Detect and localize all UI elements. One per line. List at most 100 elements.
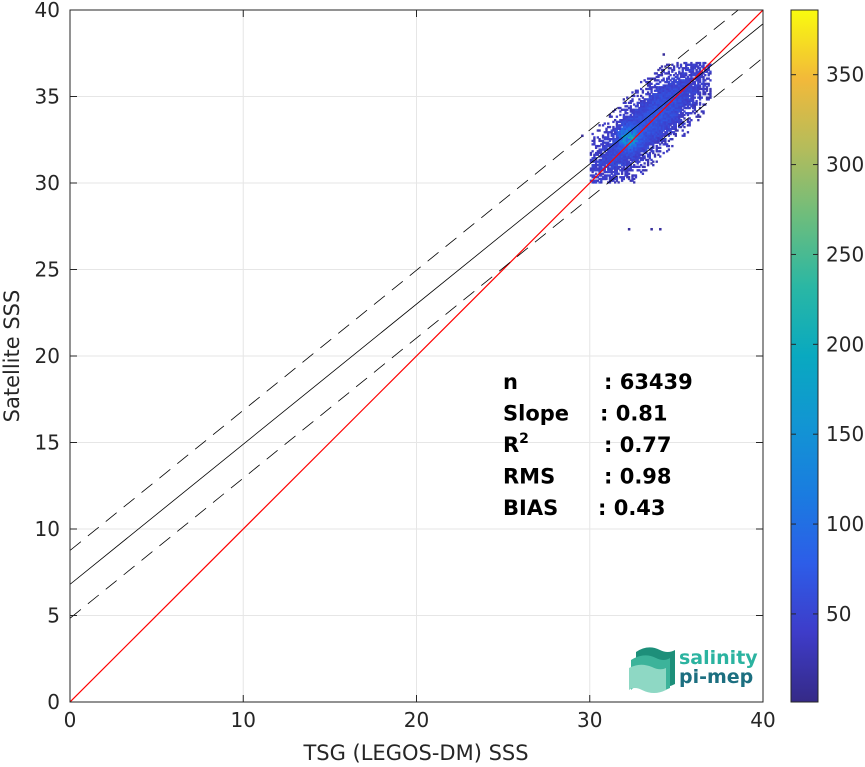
density-cell [610, 176, 613, 179]
density-cell [598, 148, 601, 151]
density-cell [681, 75, 684, 79]
density-cell [631, 176, 634, 179]
density-cell [608, 139, 612, 143]
density-cell [601, 139, 605, 143]
density-cell [619, 132, 622, 136]
density-cell [685, 87, 688, 91]
density-cell [641, 131, 645, 134]
density-cell [643, 98, 646, 101]
density-cell [631, 158, 634, 162]
density-cell [653, 105, 657, 108]
density-cell [676, 61, 679, 65]
density-cell [645, 144, 648, 148]
density-cell [608, 153, 612, 156]
density-cell [695, 79, 698, 82]
density-cell [648, 132, 651, 136]
density-cell [627, 144, 631, 148]
density-cell [657, 101, 660, 105]
density-cell [650, 117, 653, 120]
density-cell [645, 136, 648, 139]
density-cell [631, 141, 634, 144]
density-cell [653, 118, 657, 122]
density-cell [683, 72, 686, 75]
density-cell [643, 122, 646, 125]
density-cell [610, 143, 613, 146]
density-cell [688, 98, 691, 101]
density-cell [664, 139, 667, 143]
density-cell [600, 169, 603, 172]
density-cell [652, 115, 655, 118]
density-cell [672, 74, 676, 77]
density-cell [665, 127, 669, 130]
density-cell [688, 79, 691, 82]
density-cell [669, 106, 672, 110]
density-cell [664, 143, 667, 146]
density-cell [634, 127, 638, 130]
density-cell [633, 103, 636, 106]
density-cell [667, 139, 671, 143]
density-cell [667, 94, 671, 98]
density-cell [659, 138, 662, 141]
density-cell [641, 136, 645, 139]
density-cell [709, 63, 712, 66]
density-cell [608, 155, 612, 158]
density-cell [665, 115, 669, 118]
density-cell [657, 98, 660, 101]
density-cell [608, 151, 612, 155]
density-cell [688, 68, 691, 72]
density-cell [660, 118, 664, 122]
density-cell [614, 138, 617, 141]
density-cell [660, 141, 664, 144]
density-cell [615, 144, 619, 148]
one-to-one-line [70, 10, 763, 702]
density-cell [622, 120, 625, 124]
density-cell [671, 112, 674, 115]
density-cell [686, 98, 690, 101]
density-cell [659, 113, 662, 117]
density-cell [671, 144, 674, 148]
density-cell [631, 117, 634, 120]
density-cell [655, 72, 658, 75]
density-cell [697, 87, 700, 91]
logo-text-pi-mep: pi-mep [679, 666, 753, 688]
density-cell [657, 117, 660, 120]
density-cell [648, 93, 651, 96]
density-cell [631, 127, 634, 130]
density-cell [667, 112, 671, 115]
density-cell [665, 129, 669, 132]
density-cell [667, 89, 671, 92]
density-cell [679, 120, 683, 124]
density-cell [679, 101, 683, 105]
density-cell [686, 77, 690, 80]
density-cell [657, 68, 660, 72]
density-cell [665, 150, 669, 153]
density-cell [610, 115, 613, 118]
density-cell [657, 108, 660, 111]
density-cell [700, 75, 703, 79]
density-cell [624, 150, 627, 153]
density-cell [660, 132, 664, 136]
density-cell [626, 174, 629, 177]
density-cell [653, 141, 657, 144]
density-cell [678, 79, 681, 82]
density-cell [697, 75, 700, 79]
density-cell [657, 94, 660, 98]
density-cell [615, 162, 619, 165]
density-cell [626, 138, 629, 141]
density-cell [622, 108, 625, 111]
density-cell [698, 79, 702, 82]
density-cell [622, 169, 625, 172]
density-cell [679, 112, 683, 115]
density-cell [608, 125, 612, 129]
density-cell [704, 79, 707, 82]
density-cell [690, 67, 693, 70]
density-cell [669, 132, 672, 136]
density-cell [646, 87, 650, 91]
density-cell [653, 129, 657, 132]
density-cell [652, 103, 655, 106]
density-cell [641, 91, 645, 94]
density-cell [679, 98, 683, 101]
density-cell [653, 94, 657, 98]
density-cell [594, 165, 598, 169]
density-cell [633, 177, 636, 181]
